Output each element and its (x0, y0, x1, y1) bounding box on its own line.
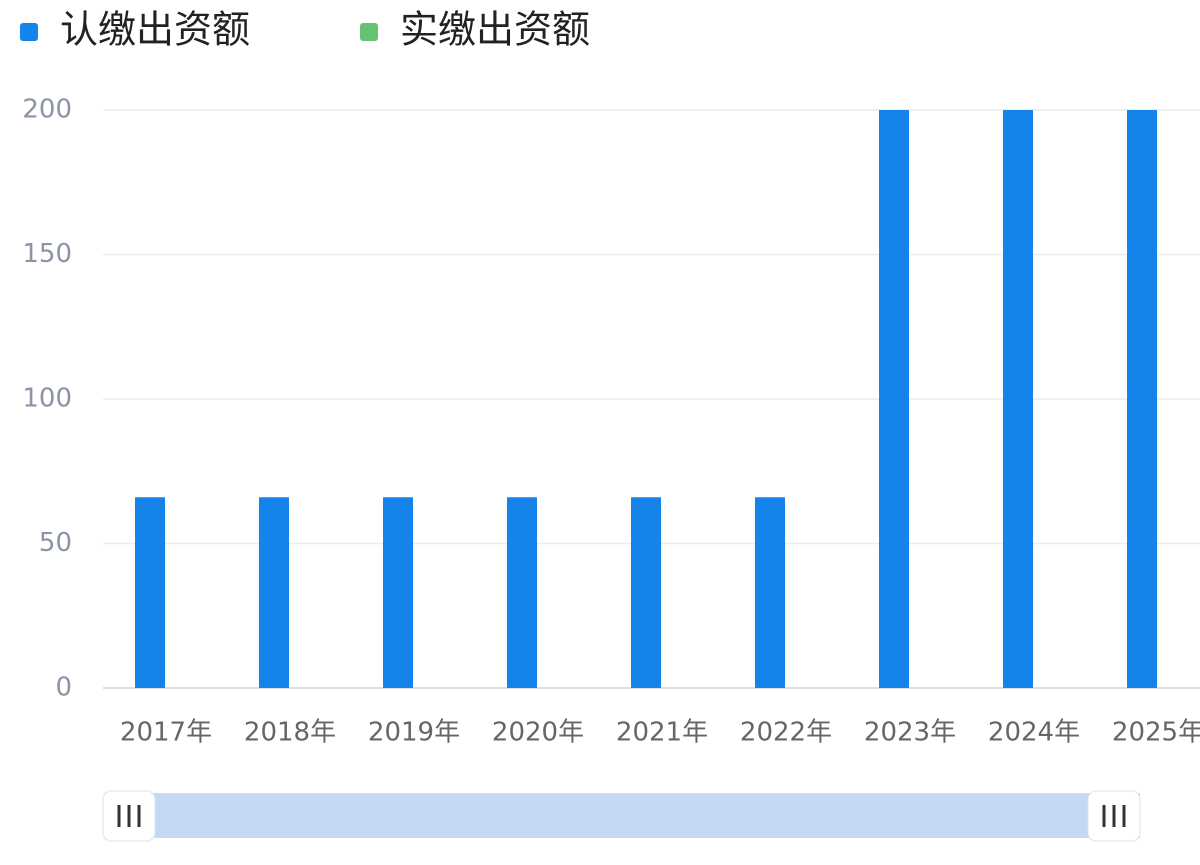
bar (1127, 110, 1157, 688)
x-tick-label: 2020年 (492, 718, 584, 748)
legend-label: 实缴出资额 (400, 8, 590, 52)
legend-label: 认缴出资额 (60, 8, 250, 52)
bar (507, 497, 537, 688)
x-tick-label: 2021年 (616, 718, 708, 748)
bar (755, 497, 785, 688)
grip-left (117, 805, 141, 827)
plot: 0 50 100 150 200 2017年 2018年 2019年 2020年 2021年 202… (22, 95, 1200, 748)
x-tick-label: 2024年 (988, 718, 1080, 748)
x-tick-label: 2017年 (120, 718, 212, 748)
zoom-slider (102, 790, 1141, 842)
bar (879, 110, 909, 688)
y-tick-label: 50 (39, 528, 72, 558)
legend-swatch (20, 23, 38, 41)
legend: 认缴出资额 实缴出资额 (20, 8, 590, 52)
y-tick-label: 0 (55, 673, 72, 703)
bar (135, 497, 165, 688)
x-tick-label: 2018年 (244, 718, 336, 748)
x-tick-label: 2019年 (368, 718, 460, 748)
x-tick-label: 2025年 (1112, 718, 1200, 748)
bar (259, 497, 289, 688)
bar (1003, 110, 1033, 688)
y-tick-label: 200 (22, 95, 72, 125)
grip-right (1102, 805, 1126, 827)
y-tick-label: 100 (22, 384, 72, 414)
bar (383, 497, 413, 688)
legend-swatch (360, 23, 378, 41)
x-tick-label: 2023年 (864, 718, 956, 748)
y-tick-label: 150 (22, 239, 72, 269)
slider-range[interactable] (105, 793, 1140, 838)
bar (631, 497, 661, 688)
x-tick-label: 2022年 (740, 718, 832, 748)
